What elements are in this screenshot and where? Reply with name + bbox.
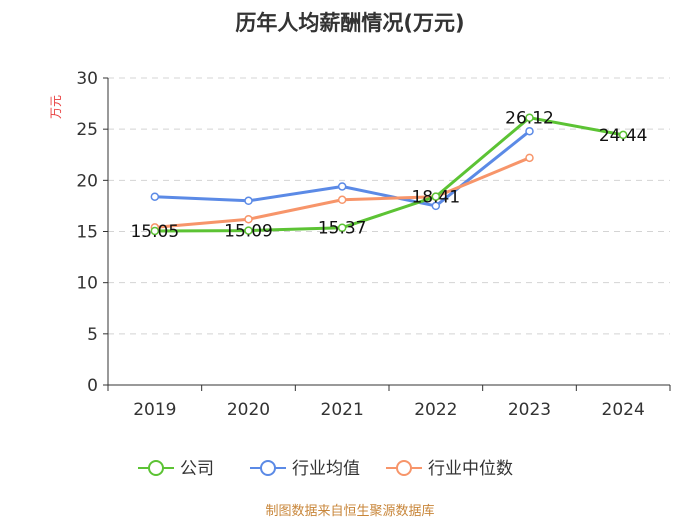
series-layer [150, 113, 628, 236]
y-tick-label: 5 [87, 325, 98, 345]
legend-item[interactable]: 公司 [138, 459, 214, 479]
data-point [618, 130, 628, 140]
y-tick-label: 25 [76, 120, 98, 140]
data-point [525, 153, 534, 163]
data-point [431, 192, 441, 201]
legend-label: 行业均值 [292, 459, 360, 479]
legend-label: 行业中位数 [428, 459, 513, 479]
x-tick-label: 2022 [414, 400, 457, 420]
source-note: 制图数据来自恒生聚源数据库 [265, 503, 434, 519]
data-point [244, 196, 253, 206]
x-tick-label: 2023 [508, 400, 551, 420]
legend-marker [396, 460, 412, 476]
legend-marker [260, 460, 276, 476]
series-line [154, 130, 531, 208]
data-point [244, 214, 253, 224]
axes: 0 5 10 15 20 25 30 2019 2020 2021 2022 2023 2024 [76, 69, 671, 420]
legend-marker [148, 460, 164, 476]
data-point [337, 223, 347, 232]
series-line [154, 156, 531, 229]
y-tick-label: 10 [76, 274, 98, 294]
data-point [337, 195, 347, 205]
y-tick-label: 0 [87, 376, 98, 396]
data-point [525, 126, 534, 136]
data-point [150, 226, 160, 236]
data-labels: 15.05 15.09 15.37 18.41 26.12 24.44 [130, 109, 647, 242]
chart-title: 历年人均薪酬情况(万元) [235, 11, 464, 35]
y-tick-label: 15 [76, 223, 98, 243]
legend-label: 公司 [180, 459, 214, 479]
data-label: 18.41 [411, 188, 460, 208]
y-axis-label: 万元 [49, 95, 63, 119]
data-label: 24.44 [599, 126, 648, 146]
data-label: 15.37 [318, 219, 367, 239]
data-label: 26.12 [505, 109, 554, 129]
data-point [337, 182, 347, 191]
x-tick-label: 2019 [133, 400, 176, 420]
data-point [150, 192, 160, 201]
data-point [244, 226, 253, 235]
series-line [154, 116, 624, 233]
x-tick-label: 2021 [321, 400, 364, 420]
x-tick-label: 2024 [602, 400, 645, 420]
x-tick-label: 2020 [227, 400, 270, 420]
data-point [431, 201, 441, 211]
legend-item[interactable]: 行业中位数 [386, 459, 513, 479]
y-tick-label: 30 [76, 69, 98, 89]
y-tick-label: 20 [76, 171, 98, 191]
legend[interactable]: 公司 行业均值 行业中位数 [138, 459, 513, 479]
grid-lines [108, 77, 670, 335]
legend-item[interactable]: 行业均值 [250, 459, 360, 479]
data-point [525, 113, 534, 122]
data-label: 15.09 [224, 222, 273, 242]
data-label: 15.05 [130, 222, 179, 242]
